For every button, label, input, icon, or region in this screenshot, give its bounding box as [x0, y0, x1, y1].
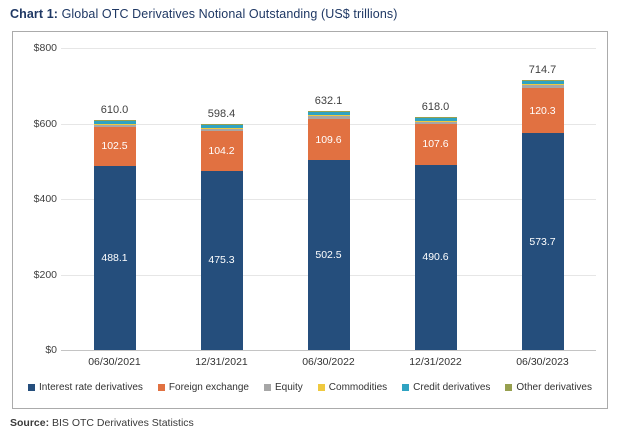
- bar-segment: 488.1: [93, 165, 136, 350]
- bar-segment: [200, 128, 243, 132]
- bar-segment-value: 573.7: [529, 235, 556, 248]
- bar-total-value: 598.4: [207, 108, 236, 121]
- bar-segment: [93, 124, 136, 128]
- bar-segment: [414, 117, 457, 121]
- bar-segment-value: 488.1: [101, 251, 128, 264]
- y-axis-tick-label: $0: [45, 344, 57, 356]
- bar-segment: [200, 124, 243, 128]
- legend-item: Commodities: [317, 382, 388, 393]
- legend-item: Credit derivatives: [402, 382, 490, 393]
- bar-segment: 109.6: [307, 118, 350, 161]
- x-axis-tick-label: 12/31/2022: [409, 356, 462, 368]
- legend-swatch: [263, 384, 271, 391]
- legend-label: Foreign exchange: [168, 382, 249, 393]
- bar-segment-value: 502.5: [315, 249, 342, 262]
- bar-segment: [307, 115, 350, 117]
- bar-segment: 573.7: [521, 133, 564, 350]
- bar-segment-value: 102.5: [101, 140, 128, 153]
- chart-title: Chart 1: Global OTC Derivatives Notional…: [10, 7, 398, 21]
- legend-swatch: [27, 384, 35, 391]
- bar-total-value: 610.0: [100, 103, 129, 116]
- y-axis-tick-label: $600: [33, 118, 57, 130]
- chart-legend: Interest rate derivatives Foreign exchang…: [13, 382, 607, 393]
- bar-segment-value: 104.2: [208, 144, 235, 157]
- bar-segment: 104.2: [200, 131, 243, 171]
- bar-segment: 475.3: [200, 170, 243, 350]
- bar-total-value: 618.0: [421, 100, 450, 113]
- bar-segment: 107.6: [414, 124, 457, 165]
- bar-segment: 120.3: [521, 88, 564, 134]
- bar-segment: [307, 116, 350, 119]
- x-axis-tick-label: 12/31/2021: [195, 356, 248, 368]
- bar-segment: [521, 85, 564, 88]
- bar-segment-value: 475.3: [208, 254, 235, 267]
- legend-item: Other derivatives: [505, 382, 592, 393]
- legend-item: Interest rate derivatives: [27, 382, 143, 393]
- bar-total-value: 714.7: [528, 64, 557, 77]
- bar-segment: [414, 120, 457, 122]
- legend-label: Credit derivatives: [413, 382, 491, 393]
- x-axis-tick-label: 06/30/2022: [302, 356, 355, 368]
- x-axis-tick-label: 06/30/2023: [516, 356, 569, 368]
- legend-swatch: [402, 384, 410, 391]
- bar-total-value: 632.1: [314, 95, 343, 108]
- source-text: BIS OTC Derivatives Statistics: [49, 417, 194, 429]
- y-gridline: [61, 48, 596, 49]
- legend-item: Foreign exchange: [157, 382, 249, 393]
- source-label: Source:: [10, 417, 50, 429]
- legend-swatch: [317, 384, 325, 391]
- bar-segment: [200, 127, 243, 129]
- bar-segment: [521, 84, 564, 86]
- legend-item: Equity: [263, 382, 303, 393]
- bar-segment-value: 109.6: [315, 133, 342, 146]
- bar-segment-value: 490.6: [422, 251, 449, 264]
- bar-segment: [93, 120, 136, 124]
- legend-label: Interest rate derivatives: [38, 382, 143, 393]
- bar-segment: [414, 121, 457, 125]
- legend-label: Commodities: [328, 382, 388, 393]
- legend-label: Other derivatives: [516, 382, 592, 393]
- legend-label: Equity: [274, 382, 303, 393]
- y-axis-tick-label: $400: [33, 193, 57, 205]
- source-note: Source: BIS OTC Derivatives Statistics: [10, 417, 194, 429]
- bar-segment-value: 120.3: [529, 104, 556, 117]
- bar-segment: [521, 80, 564, 85]
- chart-title-text: Global OTC Derivatives Notional Outstand…: [58, 7, 398, 21]
- bar-segment: [307, 111, 350, 116]
- chart-panel: Interest rate derivatives Foreign exchang…: [12, 31, 608, 409]
- bar-segment: [93, 123, 136, 125]
- bar-segment: 102.5: [93, 127, 136, 166]
- bar-segment: 490.6: [414, 164, 457, 350]
- y-axis-tick-label: $800: [33, 42, 57, 54]
- legend-swatch: [505, 384, 513, 391]
- chart-title-prefix: Chart 1:: [10, 7, 59, 21]
- legend-swatch: [157, 384, 165, 391]
- bar-segment-value: 107.6: [422, 138, 449, 151]
- x-axis-tick-label: 06/30/2021: [88, 356, 141, 368]
- bar-segment: 502.5: [307, 160, 350, 350]
- x-axis-line: [61, 350, 596, 351]
- y-axis-tick-label: $200: [33, 269, 57, 281]
